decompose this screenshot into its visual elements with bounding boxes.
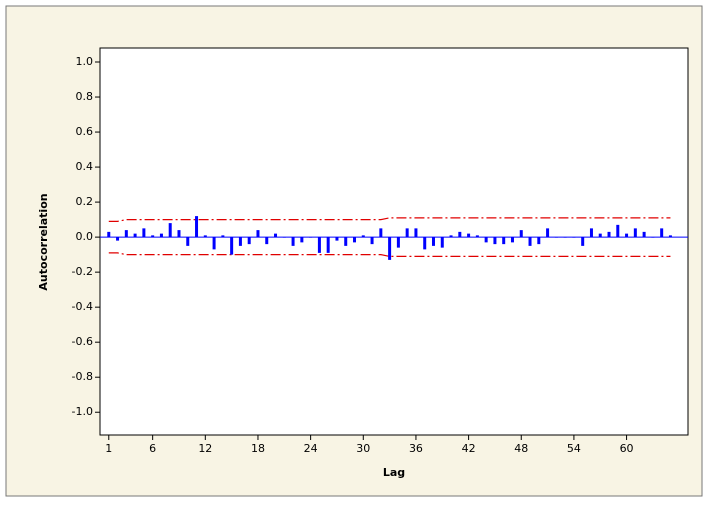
x-tick-label: 30 bbox=[356, 442, 370, 455]
x-tick-label: 60 bbox=[620, 442, 634, 455]
acf-bar bbox=[309, 237, 313, 238]
acf-bar bbox=[238, 237, 242, 246]
acf-bar bbox=[335, 237, 339, 241]
acf-bar bbox=[168, 223, 172, 238]
acf-bar bbox=[265, 237, 269, 245]
acf-bar bbox=[317, 237, 321, 253]
x-tick-label: 54 bbox=[567, 442, 581, 455]
acf-bar bbox=[221, 235, 225, 238]
y-tick-label: 0.6 bbox=[76, 125, 94, 138]
acf-bar bbox=[589, 228, 593, 238]
acf-bar bbox=[107, 231, 111, 238]
acf-bar bbox=[598, 233, 602, 238]
acf-bar bbox=[563, 237, 567, 238]
acf-bar bbox=[344, 237, 348, 246]
x-tick-label: 6 bbox=[149, 442, 156, 455]
acf-bar bbox=[449, 235, 453, 238]
acf-bar bbox=[388, 237, 392, 260]
y-tick-label: -0.8 bbox=[72, 370, 93, 383]
acf-bar bbox=[554, 237, 558, 238]
x-tick-label: 12 bbox=[198, 442, 212, 455]
acf-bar bbox=[212, 237, 216, 250]
y-tick-label: 0.2 bbox=[76, 195, 94, 208]
acf-bar bbox=[642, 231, 646, 238]
x-tick-label: 18 bbox=[251, 442, 265, 455]
acf-bar bbox=[195, 216, 199, 238]
acf-bar bbox=[484, 237, 488, 243]
acf-bar bbox=[291, 237, 295, 246]
acf-bar bbox=[124, 230, 128, 238]
acf-bar bbox=[370, 237, 374, 245]
acf-bar bbox=[282, 237, 286, 238]
x-tick-label: 48 bbox=[514, 442, 528, 455]
plot-area bbox=[99, 47, 689, 436]
acf-bar bbox=[607, 231, 611, 238]
acf-bar bbox=[668, 235, 672, 238]
y-tick-label: -0.6 bbox=[72, 335, 93, 348]
acf-bar bbox=[379, 228, 383, 238]
y-axis-label: Autocorrelation bbox=[37, 193, 50, 290]
acf-bar bbox=[633, 228, 637, 238]
acf-bar bbox=[353, 237, 357, 243]
acf-bar bbox=[361, 235, 365, 238]
acf-bar bbox=[186, 237, 190, 246]
acf-bar bbox=[572, 237, 576, 238]
y-tick-label: -0.4 bbox=[72, 300, 93, 313]
acf-bar bbox=[396, 237, 400, 248]
acf-bar bbox=[300, 237, 304, 243]
acf-bar bbox=[458, 231, 462, 238]
x-axis-label: Lag bbox=[383, 466, 405, 479]
acf-bar bbox=[405, 228, 409, 238]
acf-bar bbox=[519, 230, 523, 238]
y-tick-label: 1.0 bbox=[76, 55, 94, 68]
acf-bar bbox=[546, 228, 550, 238]
acf-bar bbox=[616, 224, 620, 238]
acf-bar bbox=[467, 233, 471, 238]
acf-bar bbox=[142, 228, 146, 238]
acf-bar bbox=[414, 228, 418, 238]
y-tick-label: 0.0 bbox=[76, 230, 94, 243]
acf-bar bbox=[133, 233, 137, 238]
acf-bar bbox=[326, 237, 330, 253]
acf-bar bbox=[256, 230, 260, 238]
acf-bar bbox=[177, 230, 181, 238]
y-tick-label: 0.4 bbox=[76, 160, 94, 173]
acf-bar bbox=[431, 237, 435, 246]
x-tick-label: 36 bbox=[409, 442, 423, 455]
acf-bar bbox=[528, 237, 532, 246]
acf-bar bbox=[510, 237, 514, 243]
x-tick-label: 24 bbox=[304, 442, 318, 455]
acf-bar bbox=[493, 237, 497, 245]
y-tick-label: 0.8 bbox=[76, 90, 94, 103]
acf-bar bbox=[440, 237, 444, 248]
acf-bar bbox=[660, 228, 664, 238]
acf-bar bbox=[625, 233, 629, 238]
acf-bar bbox=[274, 233, 278, 238]
acf-bar bbox=[475, 235, 479, 238]
acf-bar bbox=[581, 237, 585, 246]
x-tick-label: 42 bbox=[462, 442, 476, 455]
acf-bar bbox=[247, 237, 251, 245]
confidence-limit bbox=[108, 217, 671, 222]
y-tick-label: -1.0 bbox=[72, 405, 93, 418]
confidence-limit bbox=[108, 252, 671, 257]
acf-bar bbox=[502, 237, 506, 245]
acf-bar bbox=[423, 237, 427, 250]
acf-bar bbox=[203, 235, 207, 238]
acf-bar bbox=[230, 237, 234, 255]
acf-bar bbox=[537, 237, 541, 245]
acf-bar bbox=[159, 233, 163, 238]
acf-bar bbox=[651, 237, 655, 238]
acf-bar bbox=[151, 235, 155, 238]
x-tick-label: 1 bbox=[105, 442, 112, 455]
y-tick-label: -0.2 bbox=[72, 265, 93, 278]
acf-bar bbox=[116, 237, 120, 241]
